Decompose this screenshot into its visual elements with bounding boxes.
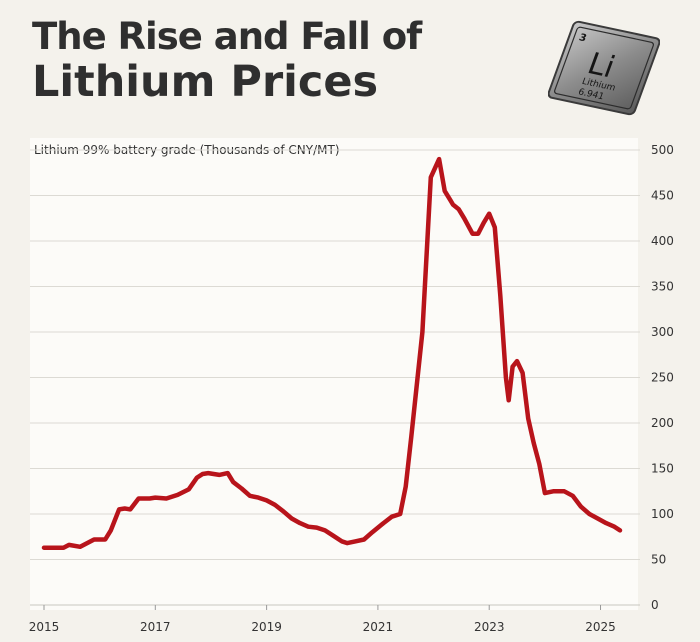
y-tick-label: 400 [651, 234, 674, 248]
y-tick-label: 250 [651, 371, 674, 385]
x-tick-label: 2019 [251, 620, 282, 634]
y-tick-label: 500 [651, 143, 674, 157]
plot-background [30, 138, 638, 610]
y-tick-label: 200 [651, 416, 674, 430]
x-tick-label: 2015 [29, 620, 60, 634]
x-tick-labels: 2015 2017 2019 2021 2023 2025 [29, 605, 616, 634]
y-tick-label: 150 [651, 462, 674, 476]
atomic-number: 3 [577, 33, 588, 45]
y-tick-label: 50 [651, 553, 666, 567]
y-tick-label: 450 [651, 189, 674, 203]
lithium-element-tile-icon: 3 Li Lithium 6.941 [547, 18, 661, 118]
series-lines [41, 156, 623, 550]
chart-title: The Rise and Fall of Lithium Prices [32, 14, 422, 107]
title-line-1: The Rise and Fall of [32, 15, 422, 58]
y-tick-labels: 0 50 100 150 200 250 300 350 400 450 500 [651, 143, 674, 612]
x-tick-label: 2025 [585, 620, 616, 634]
y-tick-label: 0 [651, 598, 659, 612]
x-tick-label: 2021 [363, 620, 394, 634]
title-line-2: Lithium Prices [32, 57, 379, 107]
y-tick-label: 350 [651, 280, 674, 294]
lithium-price-line [41, 156, 623, 550]
y-tick-label: 300 [651, 325, 674, 339]
y-tick-label: 100 [651, 507, 674, 521]
x-tick-label: 2023 [474, 620, 505, 634]
x-tick-label: 2017 [140, 620, 171, 634]
grid-lines [30, 149, 640, 606]
